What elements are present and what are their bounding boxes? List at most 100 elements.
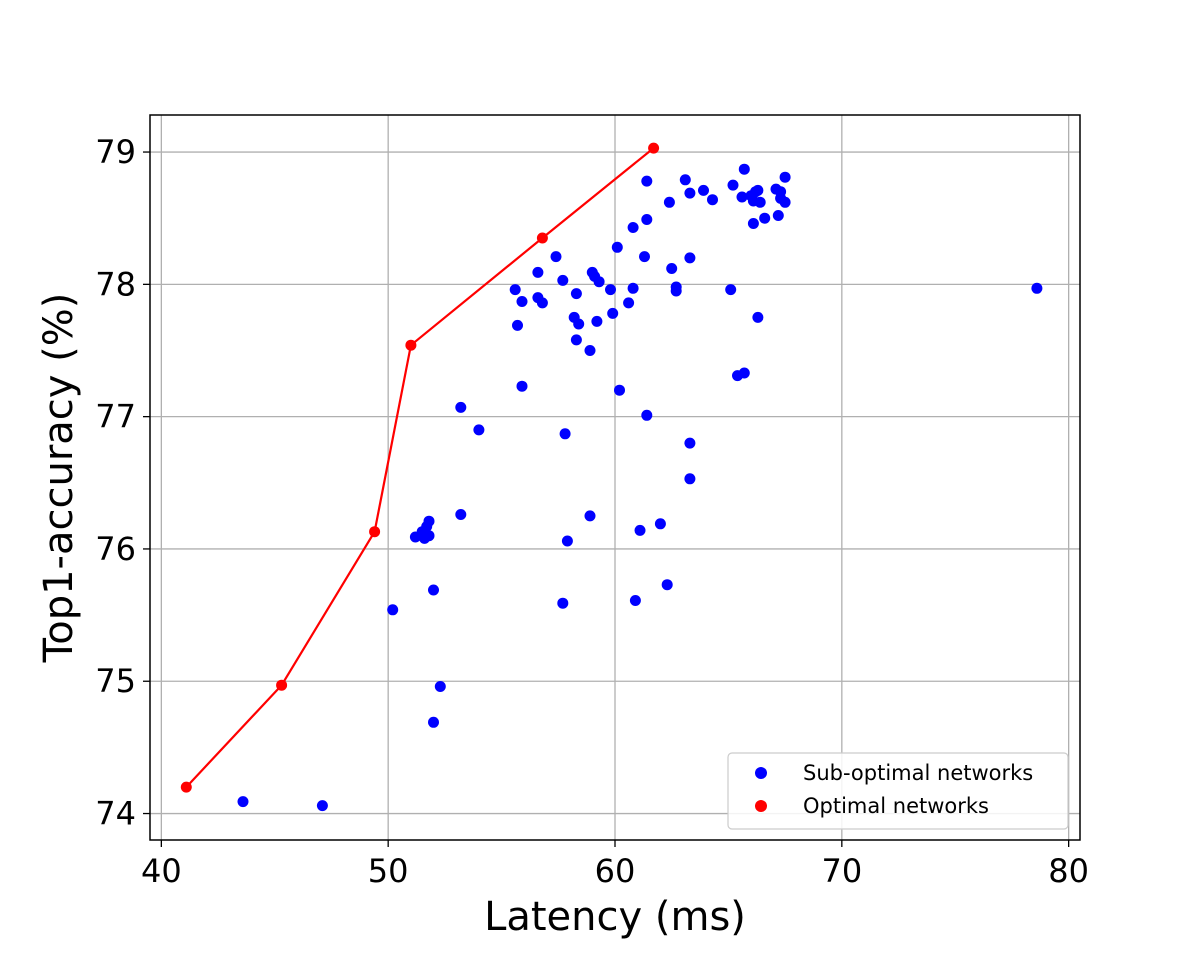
legend-marker-optimal — [755, 800, 767, 812]
sub-optimal-point — [684, 437, 696, 449]
optimal-point — [276, 679, 288, 691]
sub-optimal-point — [727, 179, 739, 191]
sub-optimal-point — [684, 187, 696, 199]
sub-optimal-point — [627, 282, 639, 294]
optimal-point — [536, 232, 548, 244]
sub-optimal-point — [679, 174, 691, 186]
optimal-point — [405, 339, 417, 351]
y-tick-label: 74 — [95, 795, 136, 833]
sub-optimal-point — [473, 424, 485, 436]
y-axis-label: Top1-accuracy (%) — [36, 293, 82, 664]
optimal-point — [369, 526, 381, 538]
sub-optimal-point — [698, 184, 709, 196]
sub-optimal-point — [738, 163, 750, 175]
sub-optimal-point — [532, 266, 544, 278]
sub-optimal-point — [434, 681, 446, 692]
legend-marker-sub-optimal — [755, 767, 767, 779]
sub-optimal-point — [387, 604, 399, 616]
sub-optimal-point — [707, 194, 718, 206]
series-0 — [237, 163, 1043, 812]
sub-optimal-point — [736, 191, 748, 203]
y-tick-label: 78 — [95, 265, 136, 303]
sub-optimal-point — [550, 251, 562, 263]
sub-optimal-point — [557, 597, 569, 609]
plot-area — [180, 142, 1043, 812]
sub-optimal-point — [455, 401, 467, 413]
y-tick-label: 79 — [95, 133, 136, 171]
sub-optimal-point — [561, 535, 573, 547]
sub-optimal-point — [1031, 282, 1043, 294]
sub-optimal-point — [428, 584, 439, 596]
sub-optimal-point — [316, 800, 328, 812]
sub-optimal-point — [747, 218, 759, 229]
sub-optimal-point — [428, 716, 439, 728]
sub-optimal-point — [607, 307, 619, 319]
sub-optimal-point — [512, 319, 523, 331]
sub-optimal-point — [752, 311, 764, 323]
x-tick-label: 50 — [368, 852, 409, 890]
x-tick-label: 70 — [821, 852, 862, 890]
sub-optimal-point — [516, 296, 528, 307]
sub-optimal-point — [641, 409, 653, 421]
sub-optimal-point — [573, 318, 585, 330]
legend-label-optimal: Optimal networks — [803, 794, 989, 818]
grid — [150, 115, 1080, 840]
sub-optimal-point — [605, 284, 616, 296]
sub-optimal-point — [779, 196, 791, 208]
sub-optimal-point — [670, 285, 682, 297]
sub-optimal-point — [772, 210, 784, 221]
sub-optimal-point — [559, 428, 571, 440]
sub-optimal-point — [666, 263, 678, 274]
series-1 — [180, 142, 660, 793]
y-tick-label: 77 — [95, 398, 136, 436]
sub-optimal-point — [509, 284, 521, 296]
sub-optimal-point — [536, 297, 548, 309]
x-tick-label: 80 — [1048, 852, 1089, 890]
optimal-point — [648, 142, 660, 154]
sub-optimal-point — [641, 214, 653, 225]
sub-optimal-point — [654, 518, 666, 530]
optimal-frontier-line — [185, 147, 655, 788]
sub-optimal-point — [634, 524, 646, 536]
sub-optimal-point — [627, 222, 639, 233]
optimal-point — [180, 781, 192, 793]
y-tick-label: 76 — [95, 530, 136, 568]
sub-optimal-point — [584, 510, 596, 522]
x-tick-label: 40 — [141, 852, 182, 890]
sub-optimal-point — [684, 252, 696, 264]
sub-optimal-point — [516, 380, 528, 392]
sub-optimal-point — [661, 579, 673, 591]
sub-optimal-point — [725, 284, 737, 296]
sub-optimal-point — [557, 274, 569, 286]
sub-optimal-point — [779, 171, 791, 183]
legend-label-sub-optimal: Sub-optimal networks — [803, 761, 1033, 785]
sub-optimal-point — [584, 345, 596, 356]
sub-optimal-point — [629, 595, 641, 606]
x-axis-label: Latency (ms) — [484, 894, 746, 940]
sub-optimal-point — [237, 796, 249, 808]
sub-optimal-point — [639, 251, 650, 263]
sub-optimal-point — [623, 297, 635, 309]
sub-optimal-point — [641, 175, 653, 187]
sub-optimal-point — [684, 473, 696, 485]
sub-optimal-point — [614, 384, 625, 396]
sub-optimal-point — [570, 334, 582, 346]
axes-ticks: 40 50 60 70 80 74 75 76 77 78 79 — [95, 133, 1089, 890]
y-tick-label: 75 — [95, 662, 136, 700]
sub-optimal-point — [423, 515, 435, 527]
sub-optimal-point — [455, 509, 467, 520]
sub-optimal-point — [591, 315, 603, 327]
sub-optimal-point — [754, 196, 766, 208]
sub-optimal-point — [738, 367, 750, 379]
x-tick-label: 60 — [595, 852, 636, 890]
sub-optimal-point — [759, 212, 771, 224]
sub-optimal-point — [611, 241, 623, 253]
sub-optimal-point — [423, 530, 435, 542]
sub-optimal-point — [570, 288, 582, 300]
sub-optimal-point — [593, 276, 605, 288]
legend-box — [727, 752, 1069, 830]
sub-optimal-point — [663, 196, 675, 208]
legend: Sub-optimal networks Optimal networks — [727, 752, 1069, 830]
sub-optimal-point — [752, 184, 764, 196]
